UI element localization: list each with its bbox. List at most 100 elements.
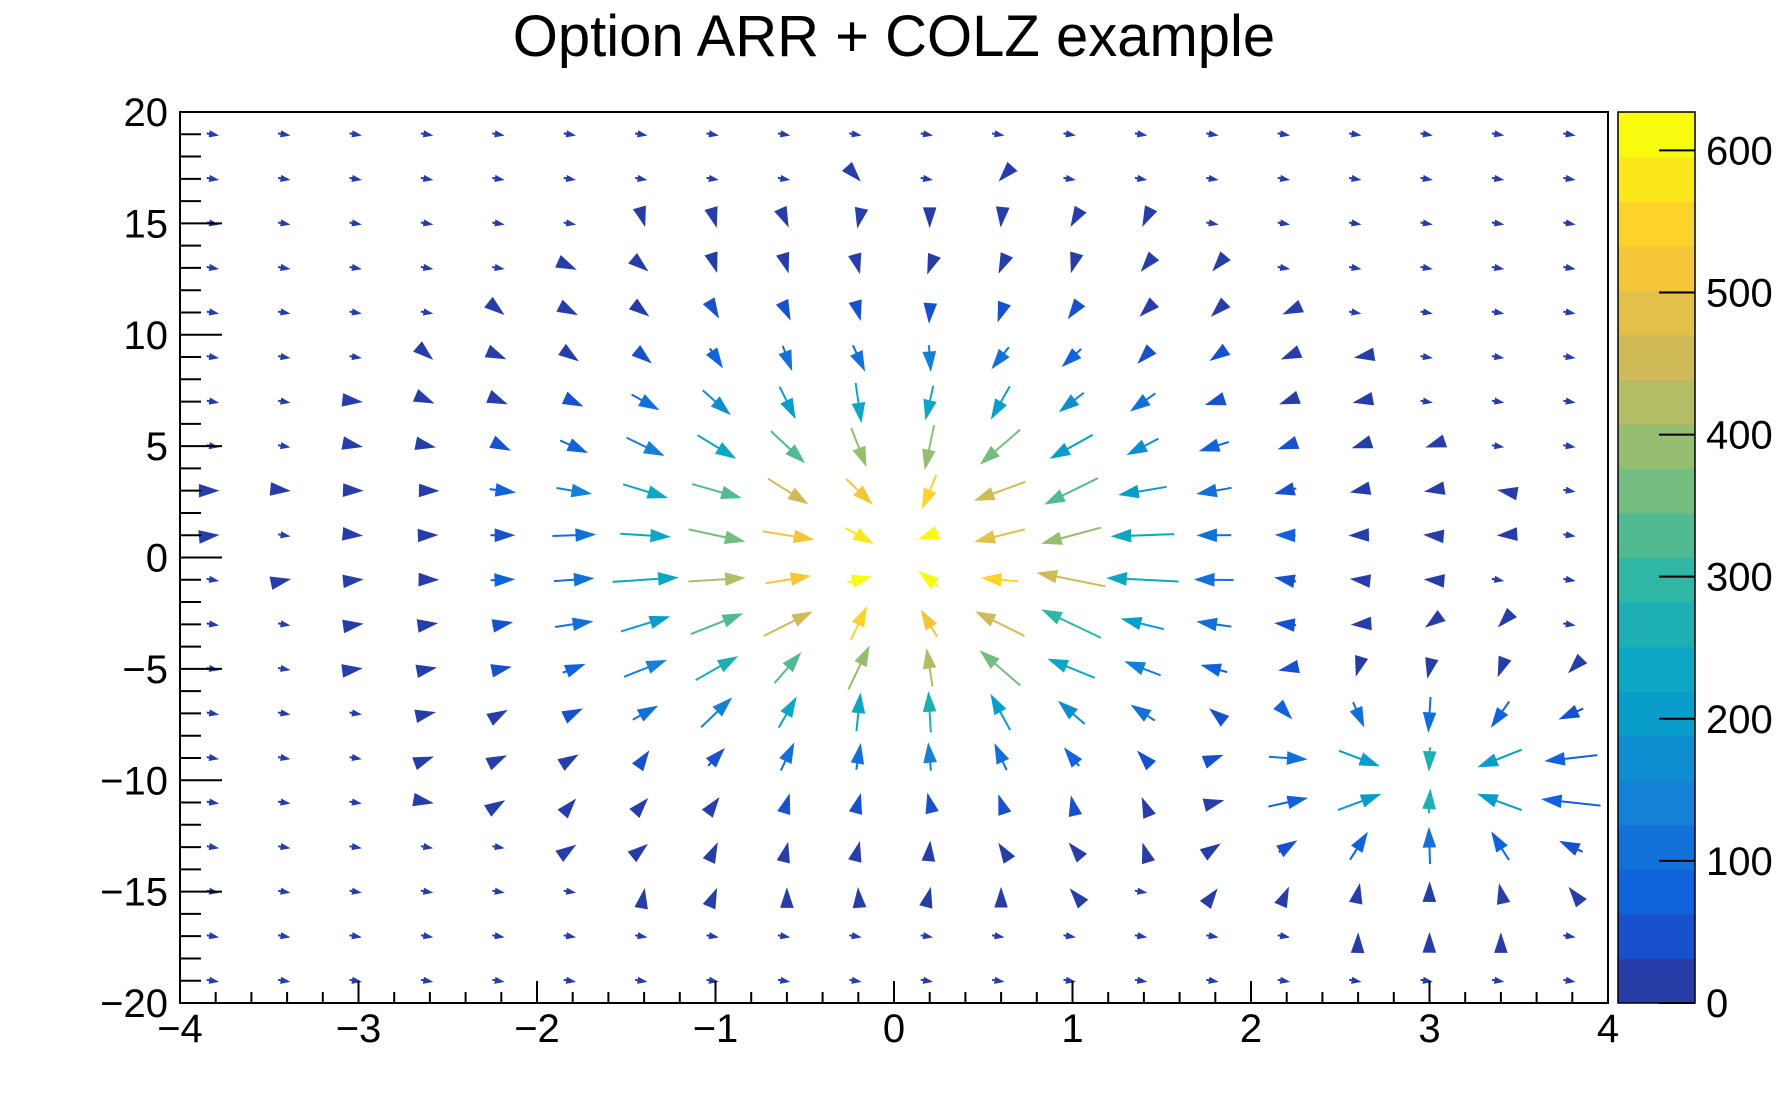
gradient-arrow bbox=[415, 664, 438, 679]
gradient-arrow bbox=[1349, 882, 1363, 905]
gradient-arrow bbox=[563, 887, 577, 895]
z-tick-label: 200 bbox=[1706, 698, 1773, 742]
gradient-arrow bbox=[277, 620, 291, 628]
palette-band bbox=[1618, 512, 1695, 558]
palette-band bbox=[1618, 379, 1695, 425]
gradient-arrow bbox=[277, 219, 291, 227]
gradient-arrow bbox=[1129, 392, 1156, 412]
gradient-arrow bbox=[1208, 708, 1230, 727]
gradient-arrow bbox=[1063, 976, 1076, 984]
gradient-arrow bbox=[1274, 886, 1289, 909]
gradient-arrow bbox=[206, 397, 220, 405]
gradient-arrow bbox=[342, 483, 364, 497]
gradient-arrow bbox=[991, 976, 1005, 984]
x-tick-label: −1 bbox=[693, 1007, 739, 1051]
gradient-arrow bbox=[269, 482, 291, 496]
gradient-arrow bbox=[777, 793, 791, 816]
gradient-arrow bbox=[770, 430, 806, 464]
gradient-arrow bbox=[1491, 308, 1505, 316]
palette-band bbox=[1618, 245, 1695, 291]
gradient-arrow bbox=[1567, 653, 1588, 674]
gradient-arrow bbox=[628, 253, 649, 272]
gradient-arrow bbox=[634, 976, 648, 984]
gradient-arrow bbox=[634, 174, 648, 182]
gradient-arrow bbox=[1210, 297, 1231, 317]
x-tick-label: 3 bbox=[1418, 1007, 1440, 1051]
gradient-arrow bbox=[918, 570, 940, 590]
y-tick-label: 0 bbox=[146, 537, 168, 581]
gradient-arrow bbox=[341, 527, 364, 541]
gradient-arrow bbox=[1209, 343, 1231, 362]
gradient-arrow bbox=[198, 530, 220, 544]
gradient-arrow bbox=[922, 207, 937, 229]
gradient-arrow bbox=[1563, 397, 1576, 405]
gradient-arrow bbox=[413, 341, 434, 360]
gradient-arrow bbox=[418, 483, 440, 498]
gradient-arrow bbox=[634, 887, 648, 910]
gradient-arrow bbox=[1423, 574, 1445, 588]
gradient-arrow bbox=[1134, 887, 1148, 895]
gradient-arrow bbox=[277, 442, 291, 450]
gradient-arrow bbox=[848, 252, 862, 275]
gradient-arrow bbox=[491, 619, 514, 633]
gradient-arrow bbox=[848, 299, 862, 322]
gradient-arrow bbox=[1350, 616, 1372, 631]
gradient-arrow bbox=[1491, 976, 1505, 984]
gradient-arrow bbox=[1277, 130, 1291, 138]
gradient-arrow bbox=[349, 709, 362, 717]
gradient-arrow bbox=[1423, 481, 1446, 495]
gradient-arrow bbox=[1274, 574, 1297, 588]
palette-band bbox=[1618, 913, 1695, 959]
gradient-arrow bbox=[979, 429, 1021, 465]
gradient-arrow bbox=[920, 609, 938, 638]
gradient-arrow bbox=[777, 976, 791, 984]
z-tick-label: 300 bbox=[1706, 556, 1773, 600]
gradient-arrow bbox=[1268, 751, 1308, 765]
z-tick-label: 500 bbox=[1706, 271, 1773, 315]
gradient-arrow bbox=[1353, 347, 1376, 361]
gradient-arrow bbox=[1491, 575, 1505, 583]
gradient-arrow bbox=[414, 436, 437, 450]
gradient-arrow bbox=[922, 647, 937, 687]
gradient-arrow bbox=[923, 385, 937, 421]
gradient-arrow bbox=[1337, 793, 1382, 812]
gradient-arrow bbox=[555, 617, 594, 632]
gradient-arrow bbox=[920, 174, 934, 182]
gradient-arrow bbox=[1355, 654, 1369, 677]
gradient-arrow bbox=[1338, 749, 1381, 767]
gradient-arrow bbox=[1278, 659, 1300, 674]
gradient-arrow bbox=[696, 434, 737, 459]
gradient-arrow bbox=[1049, 434, 1094, 459]
gradient-arrow bbox=[556, 299, 578, 316]
x-axis: −4 −3 −2 −1 0 1 2 3 4 bbox=[157, 981, 1619, 1051]
gradient-arrow bbox=[552, 528, 597, 542]
gradient-arrow bbox=[484, 800, 506, 817]
gradient-arrow bbox=[555, 255, 577, 270]
gradient-arrow bbox=[1277, 219, 1291, 227]
gradient-arrow bbox=[277, 308, 291, 316]
gradient-arrow bbox=[1491, 174, 1505, 182]
y-tick-label: 5 bbox=[146, 425, 168, 469]
gradient-arrow bbox=[1420, 174, 1433, 182]
palette-band bbox=[1618, 735, 1695, 781]
gradient-arrow bbox=[1057, 700, 1086, 725]
palette-band bbox=[1618, 201, 1695, 247]
gradient-arrow bbox=[1277, 435, 1300, 450]
gradient-arrow bbox=[206, 130, 220, 138]
gradient-arrow bbox=[1137, 344, 1157, 364]
gradient-arrow bbox=[780, 887, 794, 908]
gradient-arrow bbox=[1137, 750, 1157, 771]
gradient-arrow bbox=[1134, 130, 1148, 138]
gradient-arrow bbox=[277, 753, 291, 762]
gradient-arrow bbox=[1070, 251, 1084, 274]
gradient-arrow bbox=[629, 798, 649, 818]
gradient-arrow bbox=[1130, 704, 1156, 722]
gradient-arrow bbox=[277, 174, 291, 182]
gradient-arrow bbox=[1349, 574, 1372, 588]
gradient-arrow bbox=[1268, 795, 1309, 809]
gradient-arrow bbox=[705, 347, 723, 369]
gradient-arrow bbox=[1491, 219, 1505, 227]
gradient-arrow bbox=[206, 575, 220, 583]
gradient-arrow bbox=[848, 841, 862, 863]
